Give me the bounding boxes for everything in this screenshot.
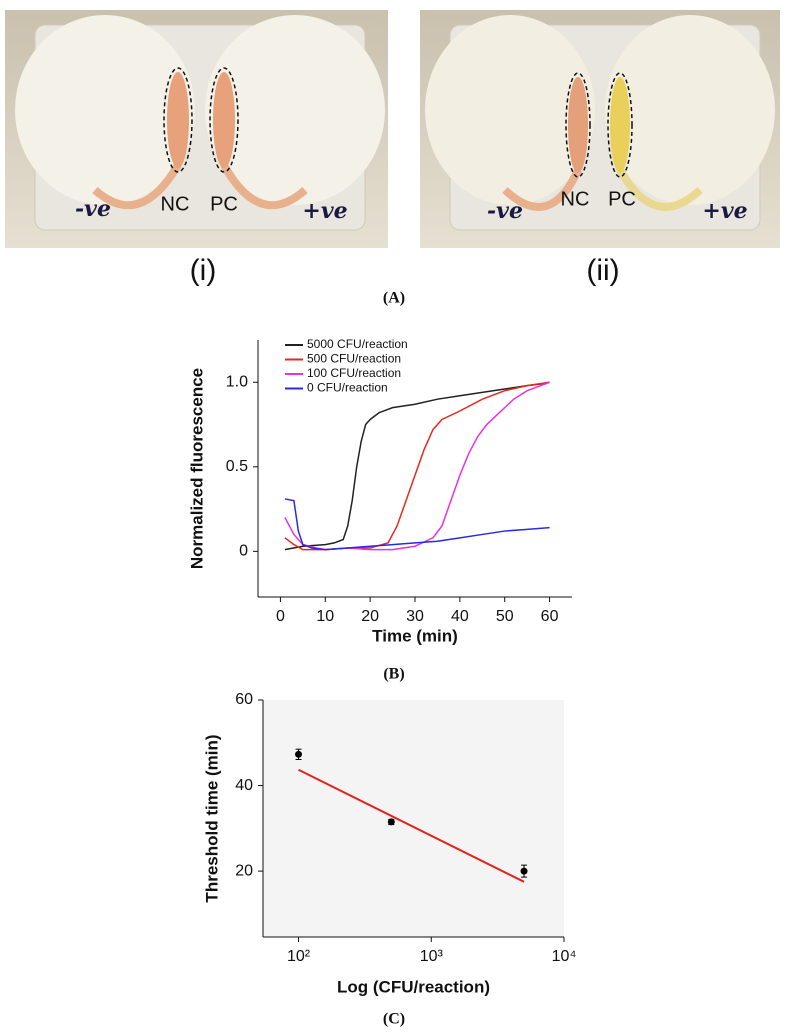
legend-label: 500 CFU/reaction [307,352,401,366]
fit-line [298,768,525,883]
x-tick-label: 10⁴ [552,948,577,965]
legend-label: 0 CFU/reaction [307,381,388,395]
series-line [284,381,550,551]
x-axis-title: Log (CFU/reaction) [337,977,490,996]
y-tick-label: 40 [235,777,253,794]
y-tick-label: 60 [235,691,253,708]
x-axis-title: Time (min) [372,626,458,645]
point [520,867,528,875]
marker: NC [561,188,590,210]
note: +ve [302,198,347,224]
legend-label: 5000 CFU/reaction [307,337,408,351]
x-tick-label: 10³ [420,948,444,965]
x-tick-label: 60 [541,608,559,625]
y-axis-title: Normalized fluorescence [187,368,206,569]
point [295,750,303,758]
note: -ve [487,198,523,224]
note: +ve [702,198,747,224]
point [387,818,395,826]
photo-label: (ii) [586,254,619,287]
x-tick-label: 0 [276,608,285,625]
y-axis-title: Threshold time (min) [202,734,221,902]
series-line [284,381,550,551]
x-tick-label: 10 [316,608,334,625]
caption: (A) [383,290,405,307]
photo-ii: NC PC -ve +ve [420,10,780,248]
legend-label: 100 CFU/reaction [307,366,401,380]
marker: PC [210,193,238,215]
photo-label: (i) [190,254,217,287]
caption: (B) [383,666,404,683]
series-line [284,381,550,551]
x-tick-label: 40 [451,608,469,625]
x-tick-label: 50 [496,608,514,625]
x-tick-label: 20 [361,608,379,625]
note: -ve [75,196,111,222]
caption: (C) [383,1011,405,1028]
y-tick-label: 1.0 [226,373,248,390]
photo-i: NC PC -ve +ve [5,10,388,248]
marker: PC [608,188,636,210]
x-tick-label: 30 [406,608,424,625]
marker: NC [161,193,190,215]
y-tick-label: 0 [239,543,248,560]
plot-area [263,700,564,937]
y-tick-label: 0.5 [226,458,248,475]
series-line [284,498,550,551]
y-tick-label: 20 [235,862,253,879]
x-tick-label: 10² [287,948,311,965]
